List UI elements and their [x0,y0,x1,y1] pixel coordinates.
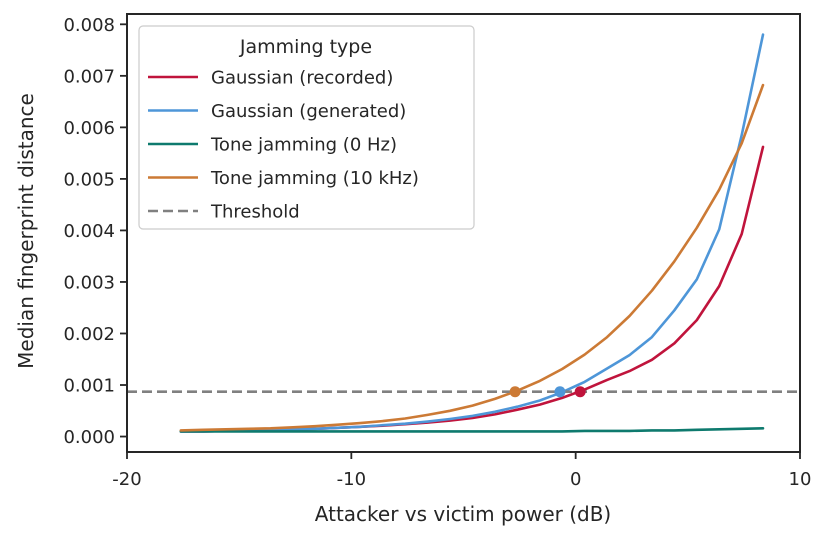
y-axis-label: Median fingerprint distance [14,93,38,369]
y-tick-label: 0.002 [63,324,115,345]
legend-title: Jamming type [239,36,372,58]
x-axis-label: Attacker vs victim power (dB) [315,502,611,526]
y-tick-label: 0.000 [63,427,115,448]
axes-frame [126,13,801,453]
y-tick-label: 0.001 [63,376,115,397]
series-line-tone-jamming-10-khz [179,83,765,432]
y-tick-label: 0.006 [63,118,115,139]
y-tick-label: 0.004 [63,221,115,242]
legend-label-threshold: Threshold [210,202,300,223]
crossing-point-gaussian-generated [554,386,566,398]
series-line-gaussian-generated [179,33,765,433]
y-tick-label: 0.007 [63,66,115,87]
legend-label-gaussian-generated: Gaussian (generated) [211,101,406,122]
legend-box [138,25,475,230]
legend-label-tone-jamming-0-hz: Tone jamming (0 Hz) [210,135,397,156]
y-tick-label: 0.005 [63,169,115,190]
crossing-point-tone-jamming-10-khz [509,386,521,398]
x-tick-label: -20 [112,469,141,490]
x-tick-label: -10 [337,469,366,490]
y-tick-label: 0.008 [63,15,115,36]
legend: Jamming type Gaussian (recorded) Gaussian … [138,25,475,230]
legend-label-tone-jamming-10-khz: Tone jamming (10 kHz) [210,168,419,189]
x-tick-label: 0 [570,469,581,490]
series-line-tone-jamming-0-hz [179,426,765,433]
x-tick-label: 10 [789,469,812,490]
y-tick-label: 0.003 [63,272,115,293]
series-layer [179,33,765,433]
legend-label-gaussian-recorded: Gaussian (recorded) [211,68,393,89]
crossing-markers [509,386,586,398]
axes: -20 -10 0 10 0.000 0.001 0.002 0.003 0.004 0.005 0… [63,13,812,490]
crossing-point-gaussian-recorded [574,386,586,398]
